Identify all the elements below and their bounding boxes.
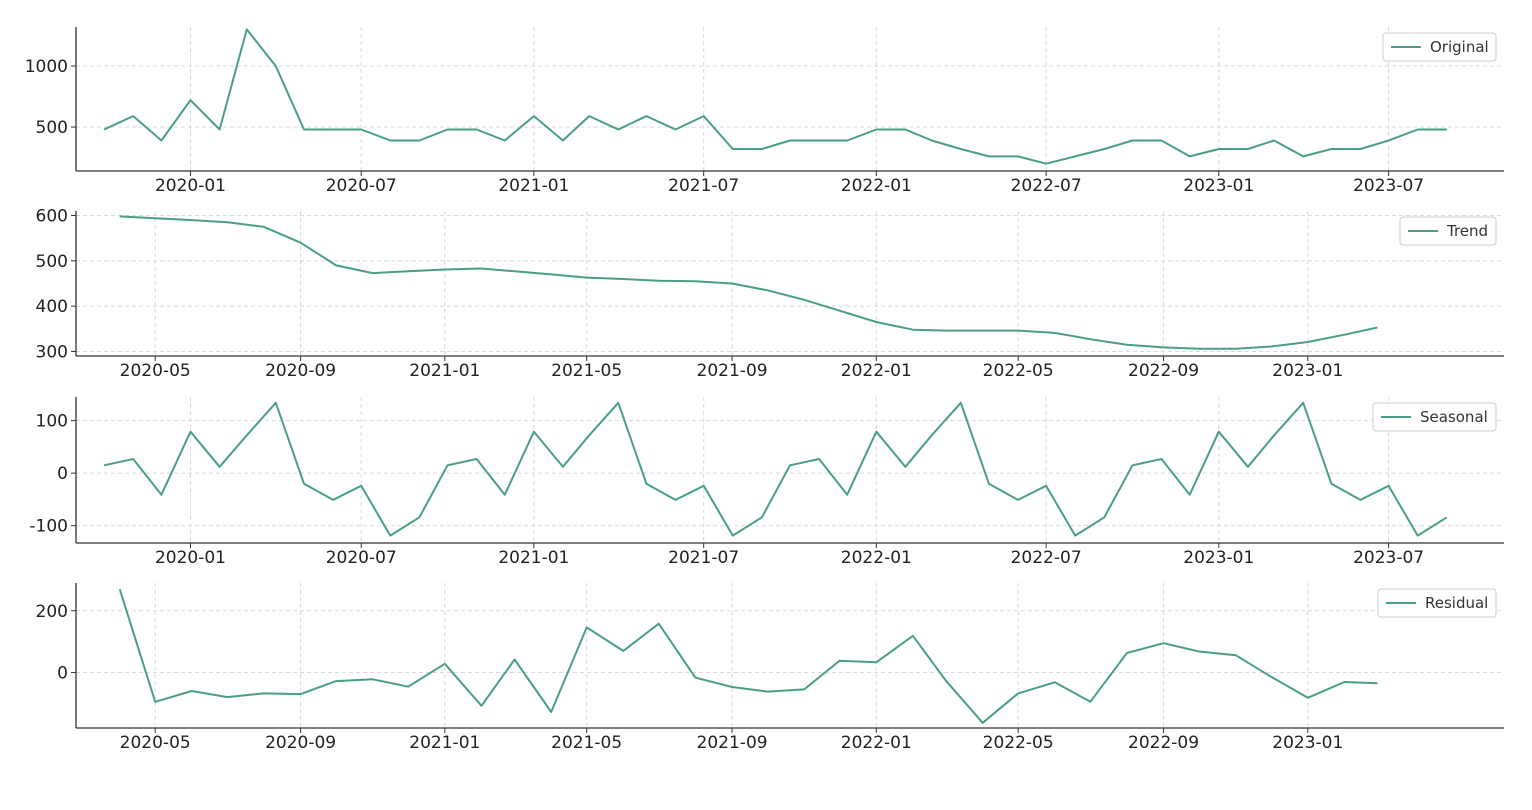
x-tick-label: 2021-07 [668,548,739,568]
y-tick-label: 500 [36,118,68,138]
x-tick-label: 2020-05 [120,733,191,753]
residual-series-line [118,588,1378,724]
x-tick-label: 2020-09 [265,733,336,753]
x-tick-label: 2021-07 [668,176,739,196]
y-tick-label: 100 [36,412,68,432]
y-tick-label: 200 [36,602,68,622]
x-tick-label: 2020-05 [120,361,191,381]
x-tick-label: 2022-07 [1011,176,1082,196]
x-tick-label: 2021-01 [409,361,480,381]
x-tick-label: 2022-01 [841,548,912,568]
y-tick-label: 1000 [25,57,68,77]
legend-box [1377,588,1497,618]
x-tick-label: 2021-09 [697,361,768,381]
trend-legend: Trend [1399,216,1497,246]
x-tick-label: 2020-09 [265,361,336,381]
x-tick-label: 2021-01 [409,733,480,753]
seasonal-panel: 2020-01 2020-07 2021-01 2021-07 2022-01 2022-… [29,397,1504,568]
x-tick-label: 2023-01 [1183,176,1254,196]
x-tick-label: 2023-07 [1353,548,1424,568]
y-tick-label: 300 [36,342,68,362]
y-tick-label: 0 [57,663,68,683]
x-tick-label: 2021-05 [551,733,622,753]
seasonal-series-line [103,401,1448,537]
y-tick-label: 400 [36,297,68,317]
x-tick-label: 2022-09 [1128,733,1199,753]
original-series-line [103,28,1447,165]
x-tick-label: 2020-07 [326,548,397,568]
legend-box [1372,402,1497,432]
x-tick-label: 2021-09 [697,733,768,753]
trend-panel: 2020-05 2020-09 2021-01 2021-05 2021-09 2022-… [36,207,1504,381]
y-tick-label: 0 [57,464,68,484]
legend-box [1382,32,1497,62]
legend-label: Residual [1425,594,1488,612]
legend-label: Original [1430,38,1489,56]
y-tick-label: 500 [36,252,68,272]
x-tick-label: 2022-01 [841,361,912,381]
seasonal-legend: Seasonal [1372,402,1497,432]
legend-box [1399,216,1497,246]
x-tick-label: 2023-07 [1353,176,1424,196]
original-panel: 2020-01 2020-07 2021-01 2021-07 2022-01 2022-… [25,27,1504,196]
x-tick-label: 2022-01 [841,733,912,753]
x-tick-label: 2020-01 [155,176,226,196]
residual-panel: 2020-05 2020-09 2021-01 2021-05 2021-09 2022-… [36,583,1504,753]
y-tick-label: 600 [36,207,68,227]
x-tick-label: 2023-01 [1272,733,1343,753]
y-tick-label: -100 [29,517,68,537]
trend-series-line [119,215,1378,350]
x-tick-label: 2023-01 [1183,548,1254,568]
x-tick-label: 2020-07 [326,176,397,196]
x-tick-label: 2021-01 [498,548,569,568]
legend-label: Trend [1446,222,1488,240]
x-tick-label: 2022-07 [1011,548,1082,568]
legend-label: Seasonal [1420,408,1488,426]
x-tick-label: 2022-05 [983,361,1054,381]
residual-legend: Residual [1377,588,1497,618]
x-tick-label: 2022-09 [1128,361,1199,381]
x-tick-label: 2022-01 [841,176,912,196]
x-tick-label: 2021-01 [498,176,569,196]
original-legend: Original [1382,32,1497,62]
x-tick-label: 2023-01 [1272,361,1343,381]
x-tick-label: 2021-05 [551,361,622,381]
x-tick-label: 2020-01 [155,548,226,568]
x-tick-label: 2022-05 [983,733,1054,753]
